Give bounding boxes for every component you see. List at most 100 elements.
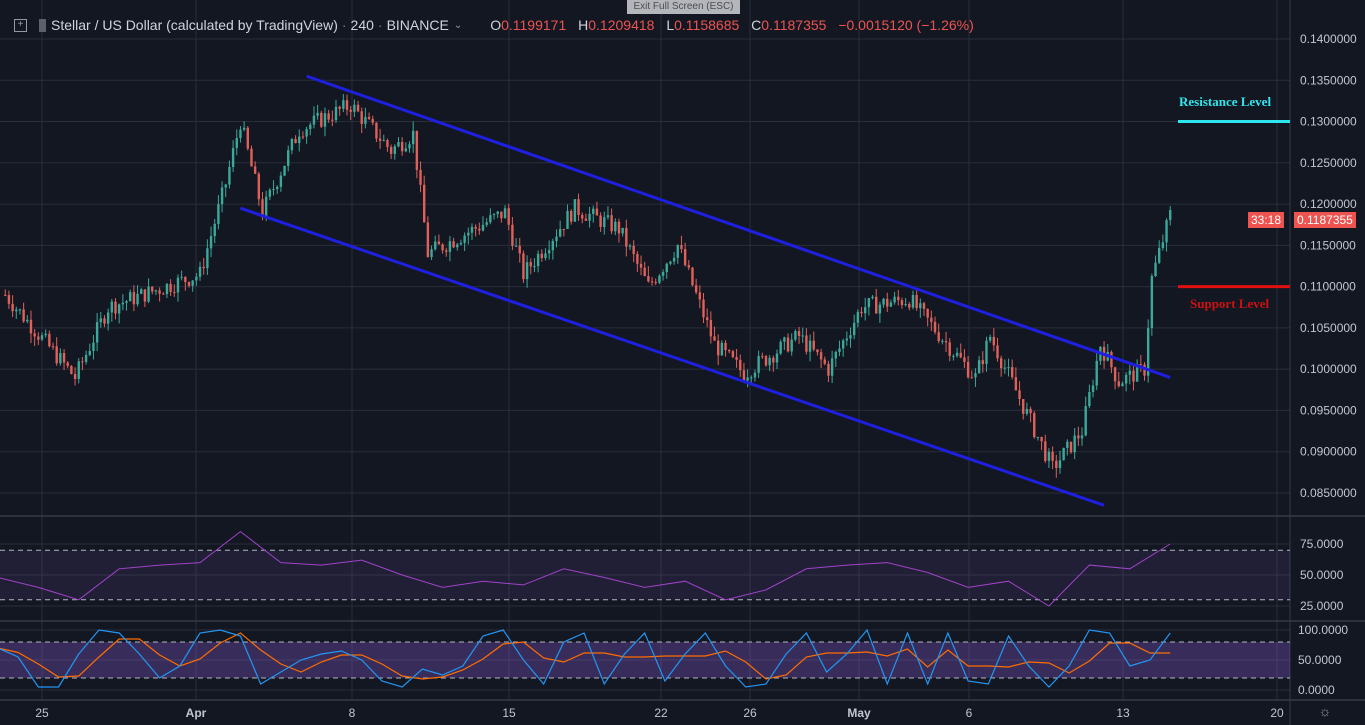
candle xyxy=(948,342,951,356)
candle xyxy=(650,281,654,283)
candle xyxy=(272,189,275,191)
candle xyxy=(283,165,286,176)
candle xyxy=(1088,391,1091,407)
candle xyxy=(327,113,330,120)
interval[interactable]: 240 xyxy=(350,17,374,33)
symbol-flag-icon xyxy=(39,18,46,32)
candle xyxy=(610,215,613,232)
candle xyxy=(529,262,532,267)
candle xyxy=(1062,447,1065,461)
time-tick-label: 6 xyxy=(966,706,973,720)
candle xyxy=(606,215,610,218)
candle xyxy=(1011,367,1014,378)
last-price-label: 0.1187355 xyxy=(1294,212,1356,228)
stoch-tick-label: 100.0000 xyxy=(1298,623,1348,637)
candle xyxy=(106,312,110,324)
candle xyxy=(114,301,117,314)
candle xyxy=(1080,435,1084,439)
exchange[interactable]: BINANCE xyxy=(386,17,449,33)
candle xyxy=(746,377,749,381)
candle xyxy=(669,261,672,264)
candle xyxy=(698,292,702,300)
candle xyxy=(713,336,716,341)
candle xyxy=(136,293,139,305)
candle xyxy=(742,370,746,381)
candle xyxy=(599,215,602,227)
time-tick-label: 15 xyxy=(502,706,516,720)
candle xyxy=(397,142,400,147)
candle xyxy=(147,286,150,302)
candle xyxy=(1047,451,1051,461)
price-tick-label: 0.1250000 xyxy=(1300,156,1357,170)
channel-upper-line[interactable] xyxy=(306,74,1171,379)
candle xyxy=(198,266,202,277)
candle xyxy=(169,283,172,292)
candle xyxy=(584,218,588,221)
candle xyxy=(801,335,804,337)
candle xyxy=(952,355,955,357)
candle xyxy=(588,213,591,221)
candle xyxy=(264,196,268,218)
candle xyxy=(636,254,639,264)
chevron-down-icon[interactable]: ⌄ xyxy=(453,19,463,31)
price-tick-label: 0.1400000 xyxy=(1300,32,1357,46)
stoch-k-line xyxy=(0,628,1171,688)
candle xyxy=(334,106,338,121)
channel-lower-line[interactable] xyxy=(239,206,1105,507)
candle xyxy=(735,357,738,360)
candle xyxy=(614,221,617,232)
candle xyxy=(922,303,926,309)
candle xyxy=(4,294,7,296)
symbol-title[interactable]: Stellar / US Dollar (calculated by Tradi… xyxy=(51,17,338,33)
candle xyxy=(1146,328,1150,376)
stoch-tick-label: 0.0000 xyxy=(1298,683,1335,697)
candle xyxy=(911,294,915,308)
candle xyxy=(709,320,713,337)
indicator-bands xyxy=(0,549,1290,679)
price-tick-label: 0.0950000 xyxy=(1300,403,1357,417)
price-tick-label: 0.1300000 xyxy=(1300,115,1357,129)
candle xyxy=(70,365,73,374)
candle xyxy=(882,298,885,305)
candle xyxy=(301,136,305,138)
candle xyxy=(1058,460,1062,469)
candle xyxy=(323,113,327,127)
exit-fullscreen-tooltip[interactable]: Exit Full Screen (ESC) xyxy=(627,0,740,14)
settings-gear-icon[interactable]: ☼ xyxy=(1318,703,1332,719)
stoch-tick-label: 50.0000 xyxy=(1298,653,1342,667)
candle xyxy=(84,354,88,362)
candle xyxy=(228,166,231,185)
candle xyxy=(864,307,867,314)
expand-icon[interactable]: + xyxy=(14,18,27,32)
ohlc-values: O0.1199171 H0.1209418 L0.1158685 C0.1187… xyxy=(490,17,982,33)
candle xyxy=(1110,351,1113,368)
candle xyxy=(893,296,896,303)
low-value: 0.1158685 xyxy=(674,17,740,33)
candle xyxy=(1033,413,1036,438)
candle xyxy=(51,346,55,348)
candle xyxy=(187,282,191,286)
candle xyxy=(1073,435,1076,453)
candle xyxy=(830,358,834,376)
candle xyxy=(970,377,973,379)
candle xyxy=(1113,367,1117,382)
candle xyxy=(845,338,849,341)
candle xyxy=(1091,385,1095,392)
candle xyxy=(213,223,216,237)
rsi-band-fill xyxy=(0,550,1290,600)
candle xyxy=(452,241,455,248)
drawings[interactable] xyxy=(239,74,1290,507)
candle xyxy=(797,330,801,336)
candle xyxy=(195,276,198,281)
support-label: Support Level xyxy=(1190,296,1270,311)
candle xyxy=(411,130,415,145)
candle xyxy=(33,333,36,337)
candle xyxy=(702,299,705,318)
candle xyxy=(29,319,33,334)
axes[interactable]: 0.1400000 0.1350000 0.1300000 0.1250000 0.12… xyxy=(35,32,1357,720)
price-tick-label: 0.1000000 xyxy=(1300,362,1357,376)
candle xyxy=(790,339,793,352)
chart-header: + Stellar / US Dollar (calculated by Tra… xyxy=(0,6,982,44)
candle xyxy=(900,300,904,306)
